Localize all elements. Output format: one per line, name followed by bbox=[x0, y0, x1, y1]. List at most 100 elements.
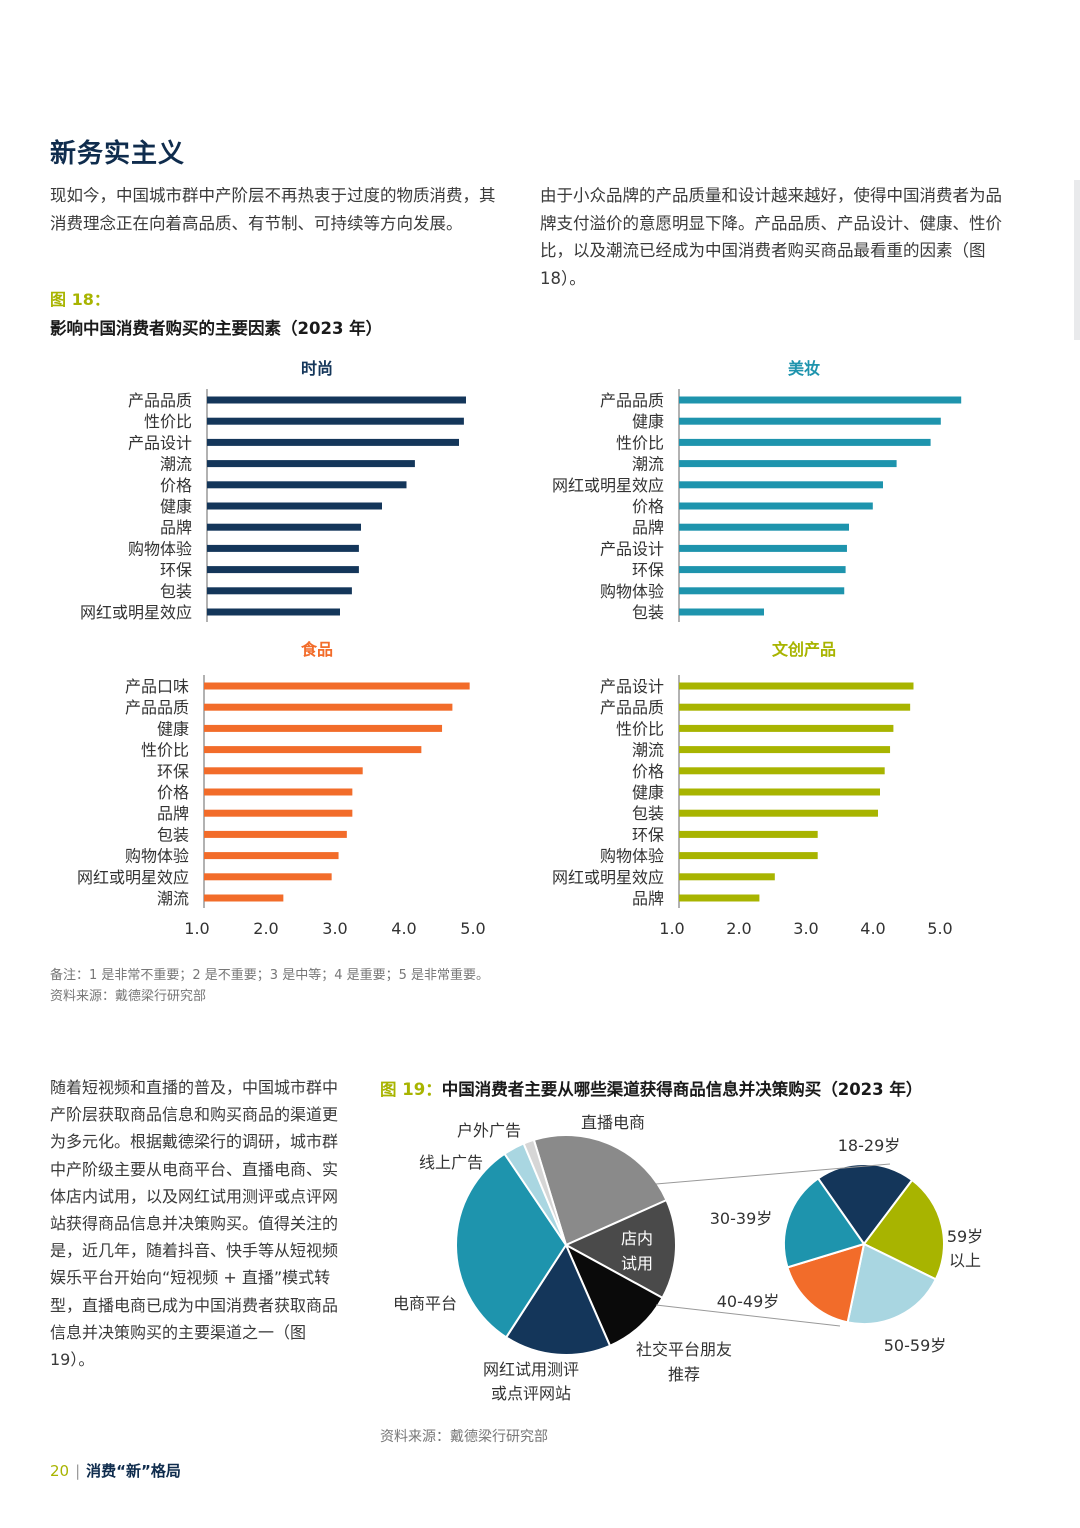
creative-x-tick: 4.0 bbox=[860, 919, 885, 938]
creative-category-label: 品牌 bbox=[632, 889, 664, 908]
label-in-store-1: 店内 bbox=[621, 1229, 653, 1248]
fashion-category-label: 产品设计 bbox=[128, 433, 192, 452]
age-group-slice bbox=[862, 1178, 945, 1281]
label-age-59-plus-2: 以上 bbox=[949, 1251, 981, 1270]
fashion-bar bbox=[207, 587, 352, 595]
beauty-bar bbox=[679, 523, 849, 531]
fashion-bar bbox=[207, 608, 340, 616]
connector-line-bottom bbox=[655, 1304, 841, 1327]
food-category-label: 包装 bbox=[157, 825, 189, 844]
label-online-ads: 线上广告 bbox=[419, 1153, 483, 1172]
label-in-store-2: 试用 bbox=[621, 1254, 653, 1273]
fashion-bar bbox=[207, 544, 359, 552]
beauty-bar bbox=[679, 396, 962, 404]
label-age-59-plus-1: 59岁 bbox=[947, 1227, 983, 1246]
main-pie bbox=[455, 1134, 677, 1356]
creative-chart-title: 文创产品 bbox=[772, 640, 836, 659]
label-age-40-49: 40-49岁 bbox=[717, 1292, 780, 1311]
age-group-slice bbox=[783, 1177, 866, 1269]
label-age-30-39: 30-39岁 bbox=[710, 1209, 773, 1228]
food-category-label: 网红或明星效应 bbox=[77, 868, 189, 887]
creative-category-label: 环保 bbox=[632, 825, 664, 844]
beauty-category-label: 产品设计 bbox=[600, 539, 664, 558]
label-ecommerce: 电商平台 bbox=[393, 1294, 457, 1313]
channel-slice bbox=[522, 1138, 567, 1246]
creative-bar bbox=[679, 788, 880, 796]
sub-pie bbox=[783, 1163, 945, 1325]
figure-19-label: 图 19： bbox=[380, 1080, 442, 1099]
food-x-tick: 5.0 bbox=[460, 919, 485, 938]
creative-category-label: 性价比 bbox=[616, 719, 664, 738]
label-social-2: 推荐 bbox=[668, 1365, 700, 1384]
creative-category-label: 包装 bbox=[632, 804, 664, 823]
connector-line-top bbox=[655, 1163, 891, 1185]
footer-divider: | bbox=[75, 1462, 81, 1480]
food-bar bbox=[204, 724, 443, 732]
figure-18-bar-charts: 时尚产品品质性价比产品设计潮流价格健康品牌购物体验环保包装网红或明星效应美妆产品… bbox=[77, 359, 962, 938]
figure-18-label: 图 18： bbox=[50, 290, 110, 309]
food-bar bbox=[204, 682, 470, 690]
label-social-1: 社交平台朋友 bbox=[636, 1340, 732, 1359]
page-edge-tab bbox=[1074, 180, 1080, 340]
food-bar bbox=[204, 809, 353, 817]
beauty-category-label: 购物体验 bbox=[600, 582, 664, 601]
page-number: 20 bbox=[50, 1462, 70, 1480]
fashion-category-label: 产品品质 bbox=[128, 391, 192, 410]
label-age-50-59: 50-59岁 bbox=[884, 1336, 947, 1355]
label-live-commerce: 直播电商 bbox=[581, 1113, 645, 1132]
figure-18-note: 备注：1 是非常不重要；2 是不重要；3 是中等；4 是重要；5 是非常重要。 bbox=[50, 968, 490, 983]
creative-bar bbox=[679, 830, 818, 838]
creative-bar bbox=[679, 724, 894, 732]
label-age-18-29: 18-29岁 bbox=[838, 1136, 901, 1155]
fashion-bar bbox=[207, 502, 382, 510]
beauty-category-label: 健康 bbox=[632, 412, 664, 431]
intro-paragraph-left: 现如今，中国城市群中产阶层不再热衷于过度的物质消费，其消费理念正在向着高品质、有… bbox=[50, 186, 496, 233]
food-category-label: 健康 bbox=[157, 719, 189, 738]
fashion-bar bbox=[207, 417, 464, 425]
food-bar bbox=[204, 703, 453, 711]
label-outdoor-ads: 户外广告 bbox=[457, 1121, 521, 1140]
beauty-category-label: 品牌 bbox=[632, 518, 664, 537]
food-bar bbox=[204, 746, 422, 754]
food-bar bbox=[204, 788, 353, 796]
section-title: 新务实主义 bbox=[50, 139, 186, 169]
beauty-bar bbox=[679, 417, 941, 425]
creative-category-label: 价格 bbox=[632, 762, 664, 781]
food-category-label: 价格 bbox=[157, 783, 189, 802]
food-category-label: 性价比 bbox=[141, 741, 189, 760]
fashion-bar bbox=[207, 566, 359, 574]
creative-bar bbox=[679, 767, 885, 775]
age-group-slice bbox=[846, 1242, 938, 1325]
channel-slice bbox=[504, 1242, 612, 1356]
channel-slice bbox=[455, 1152, 568, 1339]
creative-bar bbox=[679, 809, 878, 817]
fashion-category-label: 性价比 bbox=[144, 412, 192, 431]
beauty-chart-title: 美妆 bbox=[788, 359, 820, 378]
food-category-label: 环保 bbox=[157, 762, 189, 781]
fashion-chart-title: 时尚 bbox=[301, 359, 333, 378]
food-bar bbox=[204, 894, 284, 902]
food-bar bbox=[204, 830, 347, 838]
creative-bar bbox=[679, 852, 818, 860]
fashion-category-label: 购物体验 bbox=[128, 539, 192, 558]
fashion-bar bbox=[207, 438, 459, 446]
figure-19-heading: 图 19：中国消费者主要从哪些渠道获得商品信息并决策购买（2023 年） bbox=[380, 1076, 922, 1100]
fashion-category-label: 健康 bbox=[160, 497, 192, 516]
food-category-label: 购物体验 bbox=[125, 847, 189, 866]
food-category-label: 潮流 bbox=[157, 889, 189, 908]
creative-bar bbox=[679, 703, 911, 711]
creative-category-label: 产品品质 bbox=[600, 698, 664, 717]
creative-category-label: 网红或明星效应 bbox=[552, 868, 664, 887]
beauty-category-label: 价格 bbox=[632, 497, 664, 516]
beauty-category-label: 产品品质 bbox=[600, 391, 664, 410]
food-x-tick: 3.0 bbox=[322, 919, 347, 938]
beauty-bar bbox=[679, 481, 883, 489]
food-bar bbox=[204, 873, 332, 881]
beauty-category-label: 潮流 bbox=[632, 455, 664, 474]
beauty-bar bbox=[679, 608, 764, 616]
fashion-category-label: 潮流 bbox=[160, 455, 192, 474]
page-footer: 20 | 消费“新”格局 bbox=[50, 1460, 181, 1481]
beauty-category-label: 性价比 bbox=[616, 433, 664, 452]
beauty-bar bbox=[679, 460, 897, 468]
fashion-bar bbox=[207, 460, 415, 468]
